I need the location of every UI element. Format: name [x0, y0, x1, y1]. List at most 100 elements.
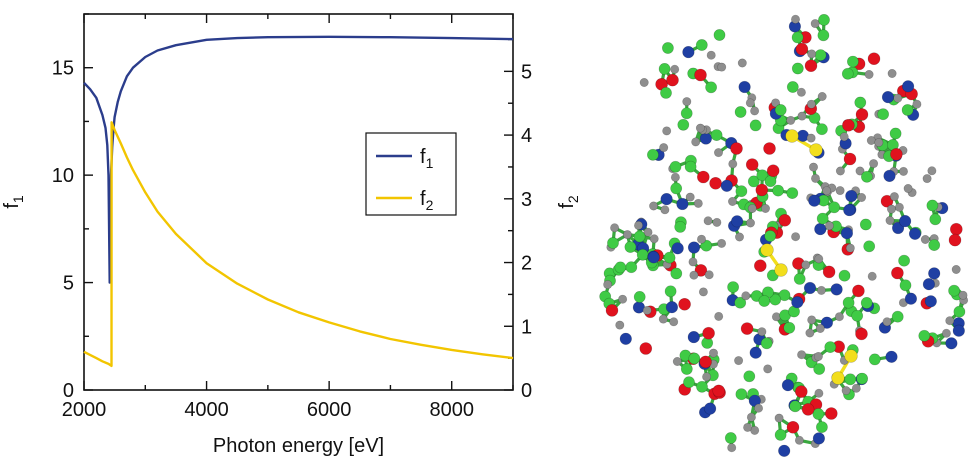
- hydrogen-atom: [835, 186, 845, 196]
- nitrogen-atom: [843, 204, 856, 217]
- carbon-atom: [688, 352, 701, 365]
- oxygen-atom: [867, 52, 881, 66]
- y-right-tick-label: 1: [521, 316, 532, 338]
- hydrogen-atom: [706, 50, 716, 60]
- carbon-atom: [816, 212, 829, 225]
- carbon-atom: [696, 380, 708, 393]
- oxygen-atom: [694, 68, 707, 82]
- nitrogen-atom: [676, 197, 689, 211]
- hydrogen-atom: [797, 111, 807, 121]
- hydrogen-atom: [813, 351, 823, 361]
- hydrogen-atom: [864, 70, 874, 80]
- hydrogen-atom: [708, 348, 718, 358]
- hydrogen-atom: [642, 305, 652, 315]
- nitrogen-atom: [812, 432, 826, 445]
- x-tick-label: 4000: [184, 399, 229, 421]
- sulfur-atom: [809, 143, 823, 157]
- y-right-tick-label: 0: [521, 380, 532, 402]
- nitrogen-atom: [820, 316, 834, 329]
- hydrogen-atom: [639, 78, 649, 88]
- carbon-atom: [841, 67, 854, 80]
- hydrogen-atom: [702, 372, 712, 382]
- carbon-atom: [860, 296, 873, 309]
- hydrogen-atom: [898, 166, 908, 176]
- carbon-atom: [710, 129, 723, 141]
- hydrogen-atom: [806, 99, 816, 109]
- carbon-atom: [680, 107, 693, 120]
- carbon-atom: [786, 187, 799, 199]
- oxygen-atom: [696, 170, 710, 184]
- carbon-atom: [828, 201, 841, 214]
- hydrogen-atom: [920, 235, 930, 245]
- hydrogen-atom: [771, 312, 781, 322]
- hydrogen-atom: [941, 328, 951, 338]
- carbon-atom: [772, 184, 784, 197]
- hydrogen-atom: [822, 186, 832, 196]
- nitrogen-atom: [749, 346, 762, 359]
- nitrogen-atom: [778, 444, 791, 457]
- carbon-atom: [812, 408, 825, 420]
- hydrogen-atom: [745, 218, 755, 228]
- carbon-atom: [859, 218, 872, 231]
- carbon-atom: [793, 272, 806, 285]
- oxygen-atom: [666, 73, 679, 87]
- hydrogen-atom: [951, 264, 961, 274]
- nitrogen-atom: [922, 278, 936, 291]
- y-left-tick-label: 0: [63, 380, 74, 402]
- hydrogen-atom: [810, 19, 820, 29]
- nitrogen-atom: [901, 80, 915, 93]
- nitrogen-atom: [928, 267, 941, 280]
- nitrogen-atom: [791, 296, 804, 309]
- hydrogen-atom: [760, 204, 770, 214]
- carbon-atom: [929, 213, 942, 226]
- protein-molecule-illustration: [599, 13, 969, 457]
- carbon-atom: [791, 31, 804, 44]
- oxygen-atom: [855, 327, 868, 341]
- oxygen-atom: [880, 194, 894, 208]
- y-left-tick-label: 15: [52, 58, 74, 80]
- oxygen-atom: [755, 183, 769, 197]
- hydrogen-atom: [774, 413, 784, 423]
- carbon-atom: [684, 160, 697, 173]
- carbon-atom: [948, 284, 960, 297]
- sulfur-atom: [844, 349, 858, 363]
- nitrogen-atom: [720, 179, 733, 192]
- hydrogen-atom: [814, 254, 824, 264]
- carbon-atom: [633, 290, 646, 303]
- oxygen-atom: [822, 265, 836, 279]
- carbon-atom: [791, 62, 804, 75]
- nitrogen-atom: [665, 301, 679, 314]
- oxygen-atom: [709, 177, 722, 190]
- oxygen-atom: [949, 222, 963, 236]
- oxygen-atom: [712, 384, 726, 398]
- nitrogen-atom: [808, 194, 821, 207]
- hydrogen-atom: [797, 350, 807, 360]
- hydrogen-atom: [649, 234, 659, 244]
- legend: f1 f2: [365, 132, 457, 216]
- hydrogen-atom: [807, 49, 817, 59]
- oxygen-atom: [763, 142, 776, 155]
- carbon-atom: [663, 251, 676, 264]
- hydrogen-atom: [893, 93, 903, 103]
- hydrogen-atom: [737, 58, 747, 68]
- hydrogen-atom: [763, 364, 773, 374]
- carbon-atom: [734, 106, 747, 118]
- hydrogen-atom: [855, 166, 865, 176]
- carbon-atom: [889, 127, 902, 140]
- carbon-atom: [774, 428, 787, 441]
- hydrogen-atom: [610, 223, 620, 233]
- oxygen-atom: [801, 403, 815, 416]
- nitrogen-atom: [619, 332, 632, 345]
- hydrogen-atom: [670, 64, 680, 74]
- hydrogen-atom: [839, 132, 849, 142]
- hydrogen-atom: [771, 98, 781, 108]
- carbon-atom: [724, 432, 737, 444]
- hydrogen-atom: [703, 216, 713, 226]
- carbon-atom: [816, 123, 828, 136]
- oxygen-atom: [745, 158, 759, 171]
- carbon-atom: [700, 239, 713, 252]
- sulfur-atom: [831, 371, 845, 385]
- hydrogen-atom: [745, 98, 755, 108]
- carbon-atom: [664, 285, 677, 298]
